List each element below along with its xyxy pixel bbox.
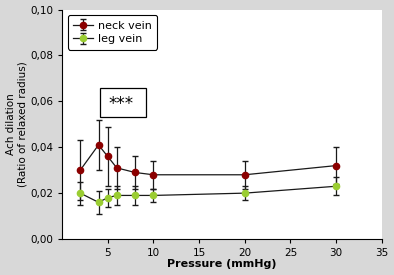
Legend: neck vein, leg vein: neck vein, leg vein xyxy=(67,15,157,50)
Y-axis label: Ach dilation
(Ratio of relaxed radius): Ach dilation (Ratio of relaxed radius) xyxy=(6,61,27,187)
Text: ***: *** xyxy=(109,95,134,113)
X-axis label: Pressure (mmHg): Pressure (mmHg) xyxy=(167,259,277,270)
